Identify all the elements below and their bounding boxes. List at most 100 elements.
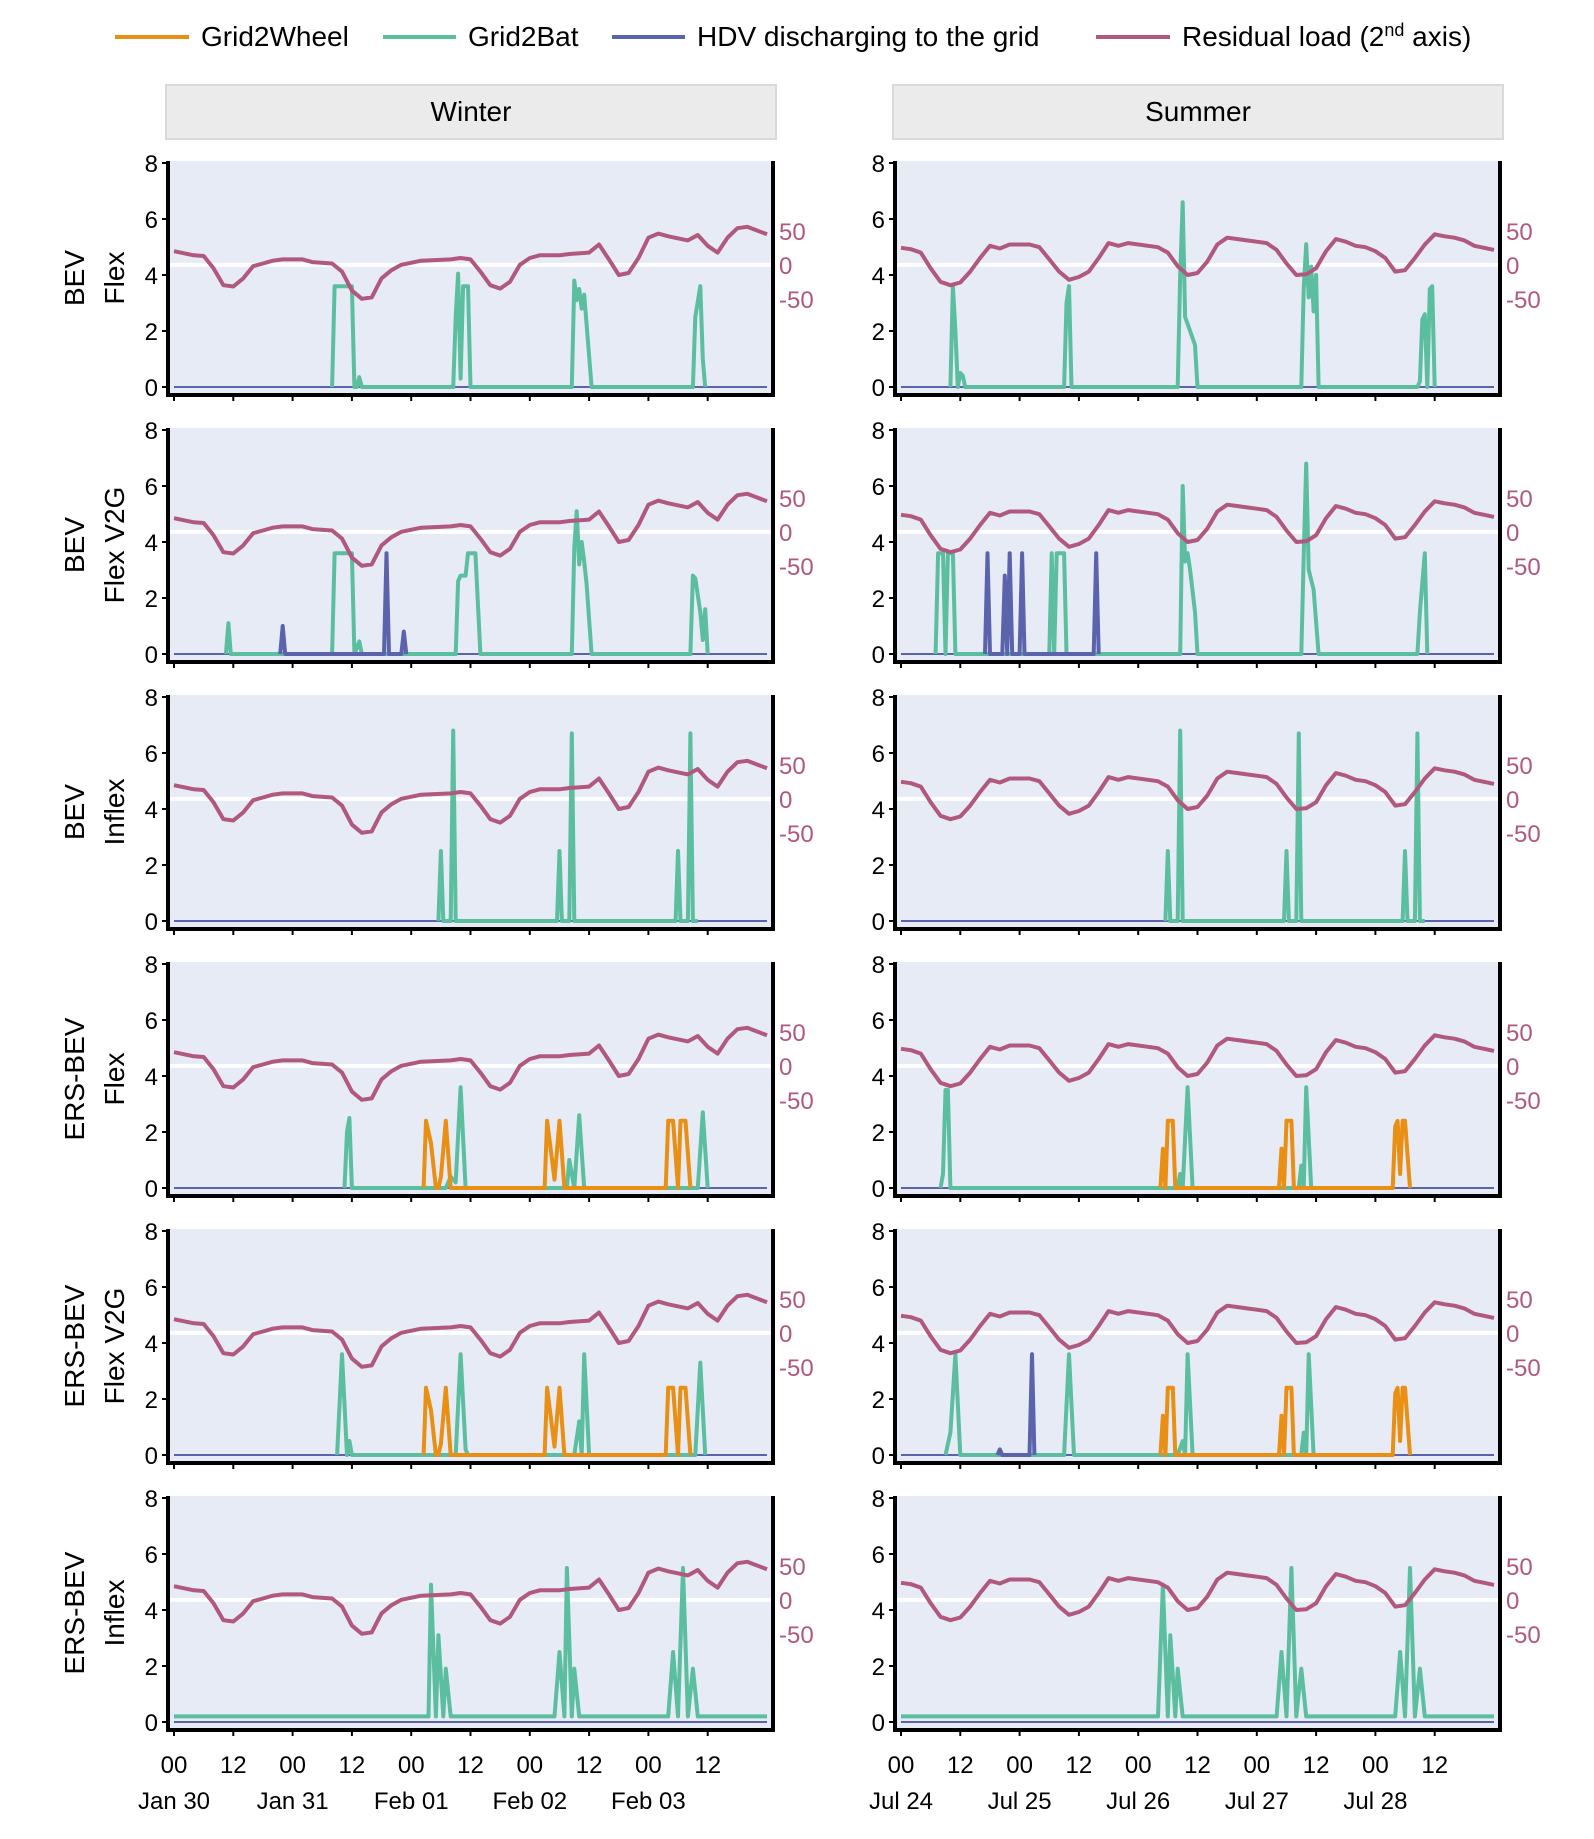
series-grid2bat [436,728,698,923]
y-tick-label: 8 [145,685,158,712]
y-tick-label: 6 [145,741,158,768]
series-grid2bat [174,1566,767,1719]
y2-tick-label: 0 [779,787,792,814]
series-grid2bat [943,1352,1316,1457]
y-tick-label: 0 [872,375,885,402]
panel-winter-row-5: 0 2 4 6 8 50 0 -50 [145,1219,814,1470]
series-grid2wheel [1158,1118,1412,1190]
row-label-6-line2: Inflex [99,1580,130,1647]
column-title-summer: Summer [1145,96,1251,127]
row-label-6-line1: ERS-BEV [59,1551,90,1674]
x-tick-label-winter: 00 [279,1752,306,1779]
y2-tick-label: 0 [779,253,792,280]
series-residual-load [900,499,1495,555]
panel-summer-row-6: 0 2 4 6 8 50 0 -50 [872,1486,1541,1737]
y2-tick-label: -50 [1506,554,1541,581]
legend-label-discharge: HDV discharging to the grid [697,21,1039,52]
y2-tick-label: -50 [779,1355,814,1382]
column-header-winter-box [165,84,777,140]
y2-tick-label: 50 [779,1020,806,1047]
y2-tick-label: 0 [779,1321,792,1348]
y2-tick-label: 0 [1506,1321,1519,1348]
y-tick-label: 0 [145,909,158,936]
y-tick-label: 0 [872,642,885,669]
panel-winter-row-3: 0 2 4 6 8 50 0 -50 [145,685,814,936]
y-tick-label: 6 [145,1008,158,1035]
panel-winter-row-6: 0 2 4 6 8 50 0 -50 [145,1486,814,1737]
legend: Grid2Wheel Grid2Bat HDV discharging to t… [115,20,1471,52]
series-residual-load [900,1300,1495,1356]
y-tick-label: 2 [145,1120,158,1147]
y2-tick-label: -50 [1506,1622,1541,1649]
x-tick-label-summer: 12 [947,1752,974,1779]
y2-tick-label: -50 [779,554,814,581]
y-tick-label: 2 [145,1654,158,1681]
y-tick-label: 8 [872,1219,885,1246]
y2-tick-label: -50 [779,821,814,848]
y-tick-label: 0 [872,1176,885,1203]
y-tick-label: 4 [872,1064,885,1091]
column-header-winter: Winter [165,84,777,140]
series-hdv-discharge [983,551,1101,656]
legend-residual-main: Residual load (2 [1182,21,1384,52]
y-tick-label: 8 [145,1486,158,1513]
panel-summer-row-5: 0 2 4 6 8 50 0 -50 [872,1219,1541,1470]
y2-tick-label: 0 [779,1588,792,1615]
y2-tick-label: 0 [1506,520,1519,547]
x-tick-label-winter: 12 [576,1752,603,1779]
row-label-5-line1: ERS-BEV [59,1284,90,1407]
y2-tick-label: 50 [1506,219,1533,246]
x-tick-label-summer: 12 [1184,1752,1211,1779]
y-tick-label: 4 [145,263,158,290]
y2-tick-label: 50 [1506,753,1533,780]
y-tick-label: 0 [145,1176,158,1203]
x-date-label-winter: Jan 30 [138,1788,210,1815]
y-tick-label: 4 [872,530,885,557]
series-residual-load [173,491,768,568]
series-residual-load [173,224,768,301]
y-tick-label: 8 [872,1486,885,1513]
y2-tick-label: 0 [1506,1054,1519,1081]
x-tick-label-summer: 00 [1243,1752,1270,1779]
panel-background [895,1496,1500,1730]
y-tick-label: 0 [872,1443,885,1470]
x-date-label-winter: Feb 02 [492,1788,567,1815]
series-hdv-discharge [995,1352,1037,1457]
panel-winter-row-1: 0 2 4 6 8 50 0 -50 [145,151,814,402]
y-tick-label: 2 [145,586,158,613]
y-tick-label: 6 [872,474,885,501]
panel-winter-row-2: 0 2 4 6 8 50 0 -50 [145,418,814,669]
row-label-4-line2: Flex [99,1053,130,1106]
x-tick-label-summer: 12 [1303,1752,1330,1779]
y-tick-label: 6 [872,1008,885,1035]
y-tick-label: 2 [872,1387,885,1414]
x-tick-label-summer: 00 [1006,1752,1033,1779]
x-date-label-summer: Jul 27 [1225,1788,1289,1815]
panel-background [168,962,773,1196]
y2-tick-label: -50 [1506,821,1541,848]
y2-tick-label: -50 [1506,287,1541,314]
y2-tick-label: 50 [779,1554,806,1581]
x-date-label-winter: Feb 03 [611,1788,686,1815]
x-tick-label-winter: 12 [694,1752,721,1779]
y2-tick-label: -50 [779,1622,814,1649]
panels-grid: BEV Flex 0 2 4 6 8 50 0 -50 0 2 4 6 8 50 0 -50 BEV Flex V2G… [59,151,1541,1737]
y-tick-label: 8 [872,151,885,178]
legend-residual-suffix: axis) [1404,21,1471,52]
x-tick-label-winter: 12 [457,1752,484,1779]
y-tick-label: 0 [145,1443,158,1470]
y-tick-label: 4 [145,797,158,824]
x-date-label-winter: Feb 01 [374,1788,449,1815]
y2-tick-label: 0 [779,1054,792,1081]
y-tick-label: 2 [872,319,885,346]
y2-tick-label: 50 [779,486,806,513]
y2-tick-label: 50 [1506,1020,1533,1047]
panel-background [895,695,1500,929]
x-tick-label-winter: 00 [635,1752,662,1779]
y-tick-label: 8 [145,952,158,979]
row-label-2-line1: BEV [59,517,90,573]
panel-summer-row-1: 0 2 4 6 8 50 0 -50 [872,151,1541,402]
panel-background [168,1496,773,1730]
y2-tick-label: 0 [779,520,792,547]
